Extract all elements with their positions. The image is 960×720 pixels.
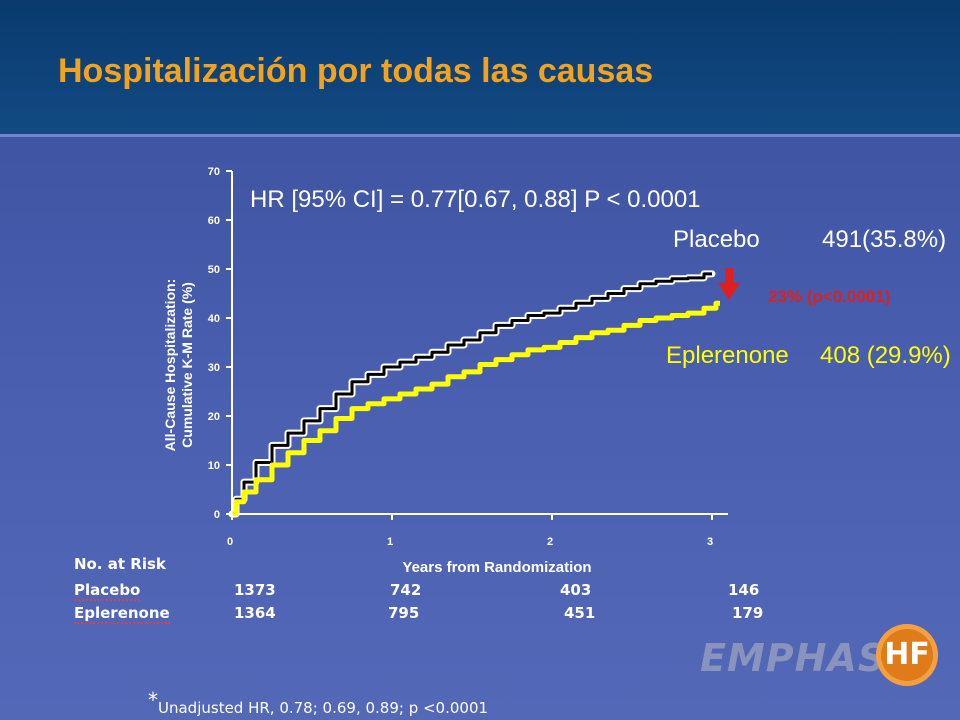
risk-cell: 451	[564, 604, 596, 622]
x-tick-label: 0	[227, 536, 233, 548]
legend-eplerenone-value: 408 (29.9%)	[820, 342, 951, 369]
risk-cell: 179	[732, 604, 764, 622]
risk-header: No. at Risk	[74, 555, 166, 573]
risk-cell: 1373	[234, 581, 276, 599]
reduction-arrow-icon	[718, 268, 740, 300]
footnote-mark: *	[148, 688, 158, 712]
series-line-placebo	[232, 272, 712, 516]
y-tick-label: 0	[214, 509, 220, 521]
slide-header	[0, 0, 960, 134]
y-tick-label: 40	[208, 313, 220, 325]
logo-badge-text: HF	[884, 637, 930, 672]
legend-placebo-value: 491(35.8%)	[822, 226, 946, 253]
header-divider	[0, 134, 960, 137]
x-axis-label: Years from Randomization	[402, 559, 591, 576]
y-tick-label: 70	[208, 166, 220, 178]
risk-cell: 146	[728, 581, 760, 599]
y-tick-label: 60	[208, 215, 220, 227]
y-tick-label: 30	[208, 362, 220, 374]
risk-table: No. at Risk Placebo 1373 742 403 146 Epl…	[74, 555, 874, 635]
x-tick-label: 2	[547, 536, 553, 548]
risk-cell: 403	[560, 581, 592, 599]
y-axis-label-line2: Cumulative K-M Rate (%)	[179, 282, 195, 448]
risk-cell: 742	[390, 581, 422, 599]
logo-badge: HF	[876, 624, 938, 686]
series-outline-placebo	[228, 270, 716, 518]
chart-ticks: 0 10 20 30 40 50 60 70 0 1 2 3	[208, 166, 713, 548]
risk-row-label-placebo: Placebo	[74, 581, 141, 601]
series-line-eplerenone	[232, 300, 720, 517]
risk-cell: 795	[388, 604, 420, 622]
hr-annotation: HR [95% CI] = 0.77[0.67, 0.88] P < 0.000…	[250, 186, 701, 213]
x-tick-label: 1	[387, 536, 393, 548]
footnote-text: Unadjusted HR, 0.78; 0.69, 0.89; p <0.00…	[158, 699, 489, 717]
risk-cell: 1364	[234, 604, 276, 622]
footnote: *Unadjusted HR, 0.78; 0.69, 0.89; p <0.0…	[148, 688, 488, 717]
legend-placebo-name: Placebo	[673, 226, 760, 253]
reduction-annotation: 23% (p<0.0001)	[768, 287, 890, 306]
x-tick-label: 3	[707, 536, 713, 548]
risk-row-label-eplerenone: Eplerenone	[74, 604, 170, 624]
chart-axes	[231, 171, 728, 515]
emphasis-hf-logo: EMPHASIS HF	[700, 622, 940, 688]
slide-title: Hospitalización por todas las causas	[58, 52, 654, 90]
legend-eplerenone-name: Eplerenone	[666, 342, 789, 369]
chart-lines	[228, 270, 720, 518]
y-tick-label: 50	[208, 264, 220, 276]
y-axis-label-line1: All-Cause Hospitalization:	[162, 279, 178, 452]
y-tick-label: 20	[208, 411, 220, 423]
y-tick-label: 10	[208, 460, 220, 472]
